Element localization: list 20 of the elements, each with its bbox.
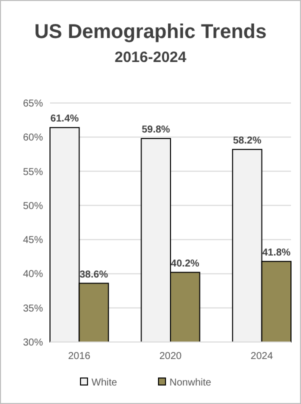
data-label: 58.2% (233, 135, 262, 146)
x-tick-label: 2016 (68, 351, 91, 362)
legend-label: Nonwhite (170, 378, 212, 388)
y-tick-label: 55% (22, 166, 44, 178)
data-label: 38.6% (80, 269, 108, 280)
y-tick-label: 50% (22, 200, 44, 212)
data-label: 40.2% (170, 258, 200, 270)
x-tick-label: 2020 (159, 351, 182, 362)
data-label: 61.4% (50, 114, 79, 125)
y-tick-label: 60% (22, 132, 44, 144)
y-tick-label: 40% (22, 269, 44, 280)
x-tick-label: 2024 (250, 351, 274, 362)
y-tick-label: 65% (22, 98, 44, 110)
y-tick-label: 30% (22, 338, 44, 348)
y-tick-label: 45% (22, 235, 44, 246)
data-label: 59.8% (142, 124, 170, 136)
legend-label: White (92, 378, 118, 388)
chart-subtitle: 2016-2024 (114, 49, 188, 66)
y-tick-label: 35% (22, 303, 44, 314)
chart-title: US Demographic Trends (34, 21, 267, 43)
